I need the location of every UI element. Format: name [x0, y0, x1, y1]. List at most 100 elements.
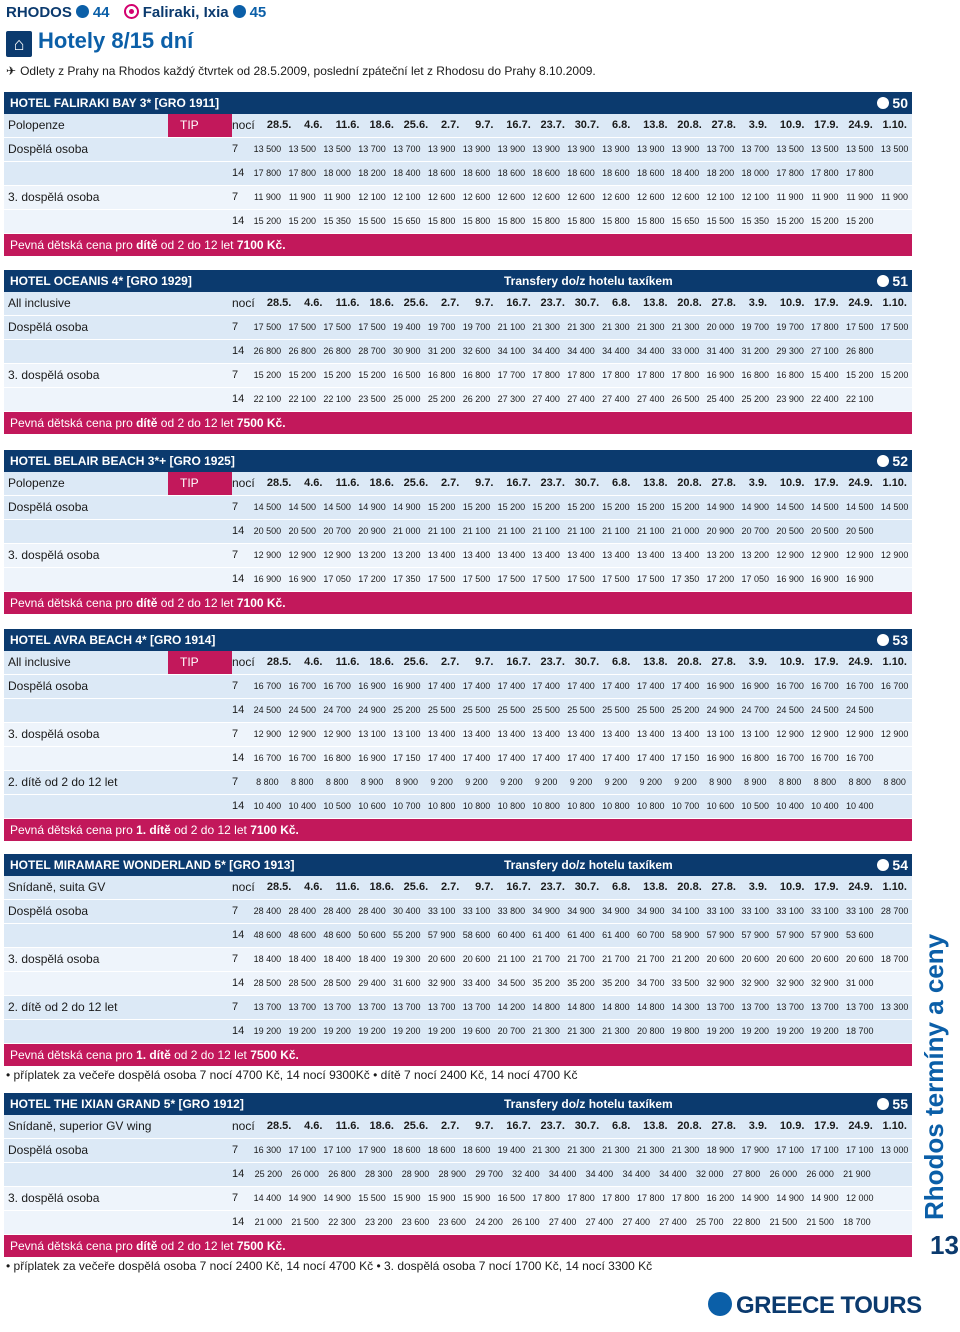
- price-cell: 17 500: [636, 574, 665, 584]
- price-cell: 20 900: [358, 526, 386, 536]
- price-cell: 8 800: [778, 777, 802, 787]
- price-cell: 17 500: [497, 574, 526, 584]
- price-cell: 9 200: [639, 777, 662, 787]
- price-cell: 13 300: [880, 1002, 909, 1012]
- person-label: Dospělá osoba: [8, 679, 89, 693]
- price-cell: 17 400: [427, 753, 456, 763]
- price-cell: 26 500: [671, 394, 700, 404]
- price-cell: 21 200: [671, 954, 700, 964]
- price-cell: 28 400: [288, 906, 317, 916]
- price-cell: 15 900: [462, 1193, 491, 1203]
- price-cell: 53 600: [846, 930, 874, 940]
- price-cell: 21 700: [567, 954, 595, 964]
- price-cell: 17 050: [741, 574, 769, 584]
- price-cell: 22 100: [253, 394, 282, 404]
- price-cell: 17 100: [776, 1145, 804, 1155]
- price-cell: 17 800: [671, 370, 700, 380]
- price-cell: 25 500: [602, 705, 630, 715]
- price-cell: 10 400: [811, 801, 839, 811]
- departure-date: 17.9.: [814, 119, 839, 131]
- price-cell: 19 200: [358, 1026, 386, 1036]
- dates-row: Snídaně, superior GV wing nocí 28.5. 4.6. 11…: [4, 1115, 912, 1139]
- price-cell: 27 400: [622, 1217, 650, 1227]
- dates-row: All inclusive nocí 28.5. 4.6. 11.6. 18.6. 25.6…: [4, 292, 912, 316]
- nights-count: 14: [232, 393, 245, 405]
- price-cell: 19 200: [427, 1026, 456, 1036]
- price-cell: 15 200: [846, 370, 874, 380]
- price-cell: 13 700: [393, 144, 421, 154]
- child-price-note: Pevná dětská cena pro dítě od 2 do 12 le…: [4, 412, 912, 434]
- price-cell: 13 400: [497, 550, 526, 560]
- price-cell: 21 300: [532, 322, 560, 332]
- price-cell: 21 300: [567, 1026, 595, 1036]
- price-cell: 28 400: [358, 906, 386, 916]
- price-cell: 33 100: [462, 906, 491, 916]
- departure-dates: 28.5. 4.6. 11.6. 18.6. 25.6. 2.7. 9.7. 16.7. 23.…: [262, 876, 912, 899]
- logo-icon: [708, 1292, 732, 1316]
- price-cell: 13 400: [636, 729, 665, 739]
- price-cell: 13 700: [462, 1002, 491, 1012]
- price-cell: 10 800: [532, 801, 560, 811]
- price-cell: 18 600: [636, 168, 665, 178]
- price-row: 14 10 400 10 400 10 500 10 600 10 700 10 800 10…: [4, 795, 912, 819]
- nights-count: 7: [232, 321, 239, 333]
- price-cell: 60 400: [497, 930, 526, 940]
- price-row: 14 15 200 15 200 15 350 15 500 15 650 15 800 15…: [4, 210, 912, 234]
- price-cell: 15 500: [706, 216, 735, 226]
- prices: 16 700 16 700 16 800 16 900 17 150 17 400 17 4…: [250, 747, 912, 770]
- price-cell: 26 800: [846, 346, 874, 356]
- price-cell: 15 800: [497, 216, 526, 226]
- price-cell: 14 800: [567, 1002, 595, 1012]
- price-cell: 34 900: [567, 906, 595, 916]
- price-cell: 33 000: [671, 346, 700, 356]
- departure-date: 28.5.: [266, 477, 292, 489]
- price-cell: 24 900: [358, 705, 386, 715]
- price-cell: 13 400: [462, 550, 491, 560]
- price-cell: 13 700: [846, 1002, 874, 1012]
- price-cell: 20 600: [427, 954, 456, 964]
- child-note-part: 7100 Kč.: [250, 823, 299, 837]
- price-cell: 61 400: [532, 930, 560, 940]
- price-cell: 17 200: [358, 574, 386, 584]
- nights-label: nocí: [232, 296, 255, 310]
- price-cell: 16 800: [741, 370, 769, 380]
- price-cell: 12 900: [323, 729, 351, 739]
- price-cell: 14 300: [671, 1002, 700, 1012]
- price-row: 14 26 800 26 800 26 800 28 700 30 900 31 200 32…: [4, 340, 912, 364]
- departure-date: 27.8.: [711, 297, 736, 309]
- price-cell: 29 700: [475, 1169, 503, 1179]
- price-row: 3. dospělá osoba 7 18 400 18 400 18 400 18 40…: [4, 948, 912, 972]
- price-cell: 16 700: [846, 681, 874, 691]
- departure-date: 30.7.: [574, 881, 600, 893]
- price-cell: 13 700: [253, 1002, 282, 1012]
- price-cell: 31 400: [706, 346, 735, 356]
- child-note-part: od 2 do 12 let: [170, 1048, 251, 1062]
- price-cell: 21 500: [806, 1217, 834, 1227]
- departure-date: 4.6.: [304, 656, 323, 668]
- departure-date: 30.7.: [574, 297, 600, 309]
- hotel-name: HOTEL FALIRAKI BAY 3* [GRO 1911]: [10, 96, 220, 110]
- price-cell: 12 600: [567, 192, 595, 202]
- hotel-block: HOTEL BELAIR BEACH 3*+ [GRO 1925] 52 Polop…: [4, 450, 912, 614]
- departure-date: 28.5.: [266, 1120, 292, 1132]
- price-cell: 21 700: [602, 954, 630, 964]
- hotel-block: HOTEL AVRA BEACH 4* [GRO 1914] 53 All incl…: [4, 629, 912, 841]
- price-cell: 11 900: [776, 192, 804, 202]
- price-cell: 33 100: [741, 906, 769, 916]
- price-cell: 20 600: [741, 954, 769, 964]
- price-cell: 17 900: [741, 1145, 769, 1155]
- price-cell: 19 200: [706, 1026, 735, 1036]
- price-cell: 13 200: [358, 550, 386, 560]
- price-cell: 12 900: [288, 729, 317, 739]
- price-cell: 20 600: [811, 954, 839, 964]
- price-cell: 13 700: [323, 1002, 351, 1012]
- price-cell: 14 800: [532, 1002, 560, 1012]
- price-cell: 26 800: [288, 346, 317, 356]
- child-note-part: Pevná dětská cena pro: [10, 596, 137, 610]
- price-cell: 24 500: [776, 705, 804, 715]
- price-cell: 14 900: [288, 1193, 317, 1203]
- price-cell: 16 900: [706, 753, 735, 763]
- price-cell: 34 400: [585, 1169, 614, 1179]
- price-cell: 8 800: [883, 777, 906, 787]
- price-row: 3. dospělá osoba 7 12 900 12 900 12 900 13 10…: [4, 723, 912, 747]
